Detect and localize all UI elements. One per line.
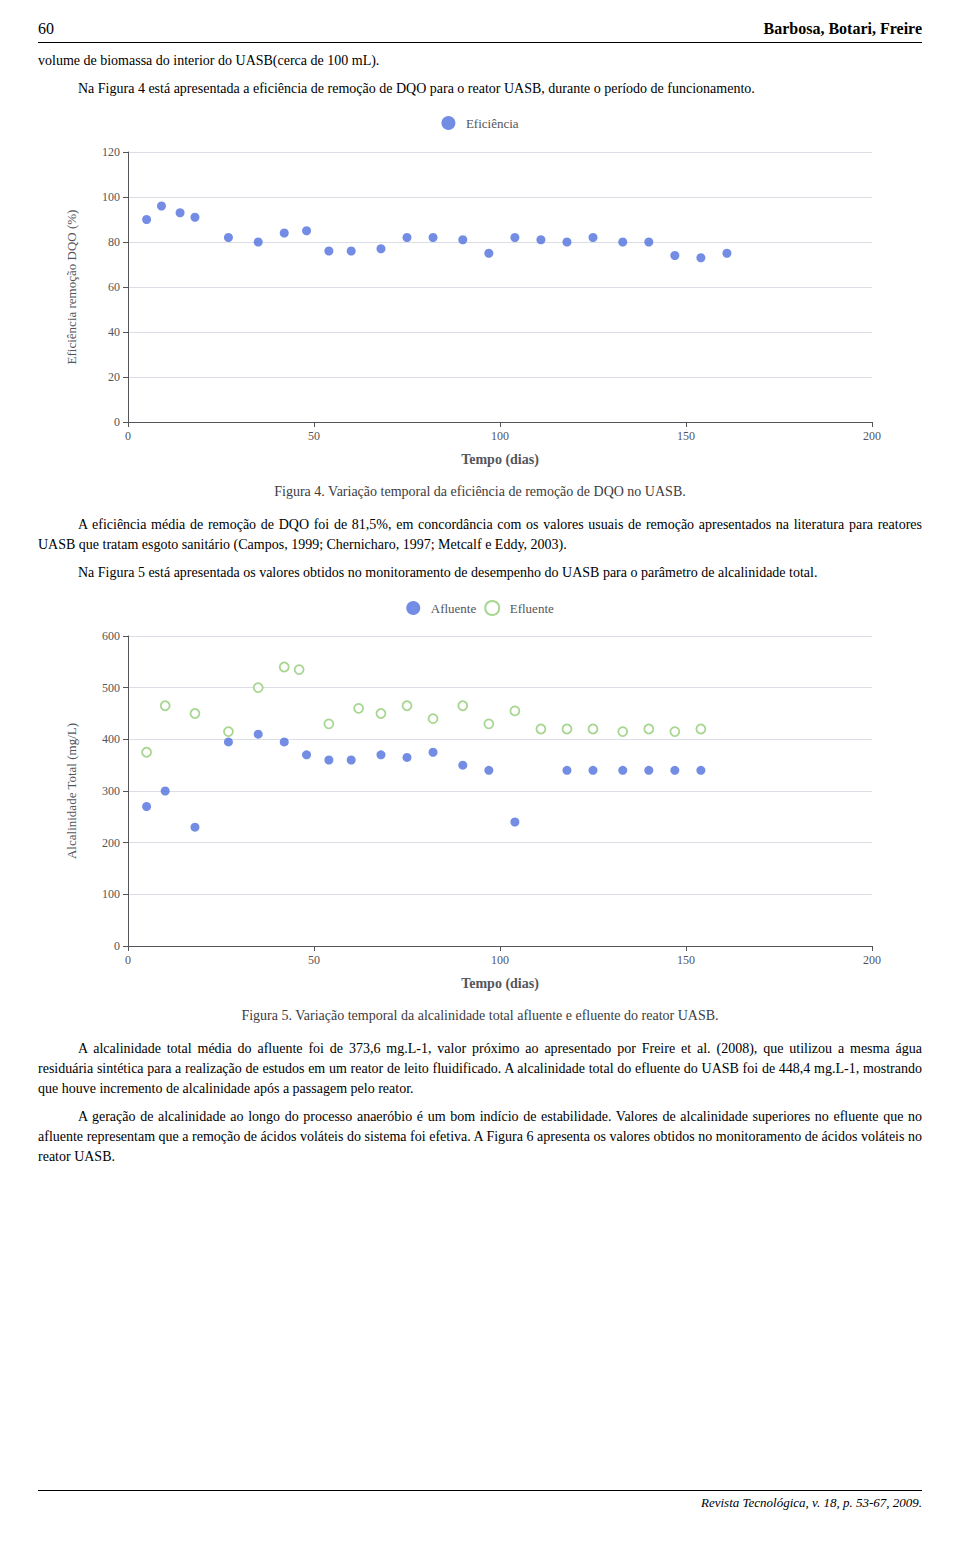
svg-text:Figura 4. Variação temporal da: Figura 4. Variação temporal da eficiênci… [274, 484, 685, 499]
svg-text:600: 600 [102, 629, 120, 643]
html-text:Na Figura 4 está apresentada a: Na Figura 4 está apresentada a eficiênci… [78, 81, 755, 96]
svg-text:150: 150 [677, 953, 695, 967]
svg-text:200: 200 [863, 953, 881, 967]
svg-text:100: 100 [102, 190, 120, 204]
svg-text:0: 0 [125, 429, 131, 443]
svg-text:Tempo (dias): Tempo (dias) [461, 976, 539, 992]
svg-text:20: 20 [108, 370, 120, 384]
svg-text:Eficiência: Eficiência [466, 116, 519, 131]
html-text:A geração de alcalinidade ao l: A geração de alcalinidade ao longo do pr… [38, 1109, 922, 1164]
svg-text:Eficiência remoção DQO (%): Eficiência remoção DQO (%) [64, 210, 79, 365]
svg-text:0: 0 [114, 939, 120, 953]
html-text:A alcalinidade total média do: A alcalinidade total média do afluente f… [38, 1041, 922, 1096]
html-text:60: 60 [38, 20, 54, 37]
html-text:Na Figura 5 está apresentada o: Na Figura 5 está apresentada os valores … [78, 565, 818, 580]
svg-text:60: 60 [108, 280, 120, 294]
html-text:A eficiência média de remoção: A eficiência média de remoção de DQO foi… [38, 517, 922, 552]
svg-text:50: 50 [308, 429, 320, 443]
svg-text:100: 100 [491, 429, 509, 443]
svg-text:100: 100 [491, 953, 509, 967]
svg-text:Efluente: Efluente [510, 601, 554, 616]
svg-text:200: 200 [863, 429, 881, 443]
html-text:volume de biomassa do interior: volume de biomassa do interior do UASB(c… [38, 53, 380, 68]
svg-text:300: 300 [102, 784, 120, 798]
svg-text:0: 0 [125, 953, 131, 967]
svg-text:Tempo (dias): Tempo (dias) [461, 452, 539, 468]
svg-text:120: 120 [102, 145, 120, 159]
svg-text:Alcalinidade Total (mg/L): Alcalinidade Total (mg/L) [64, 723, 79, 859]
svg-text:500: 500 [102, 681, 120, 695]
svg-text:100: 100 [102, 887, 120, 901]
svg-text:200: 200 [102, 836, 120, 850]
svg-text:40: 40 [108, 325, 120, 339]
svg-text:50: 50 [308, 953, 320, 967]
svg-text:150: 150 [677, 429, 695, 443]
svg-text:Figura 5. Variação temporal da: Figura 5. Variação temporal da alcalinid… [241, 1008, 718, 1023]
svg-text:400: 400 [102, 732, 120, 746]
svg-text:Afluente: Afluente [431, 601, 477, 616]
html-text:Barbosa, Botari, Freire: Barbosa, Botari, Freire [763, 20, 922, 37]
svg-text:0: 0 [114, 415, 120, 429]
svg-text:80: 80 [108, 235, 120, 249]
html-text:Revista Tecnológica, v. 18, p.: Revista Tecnológica, v. 18, p. 53-67, 20… [701, 1495, 922, 1510]
